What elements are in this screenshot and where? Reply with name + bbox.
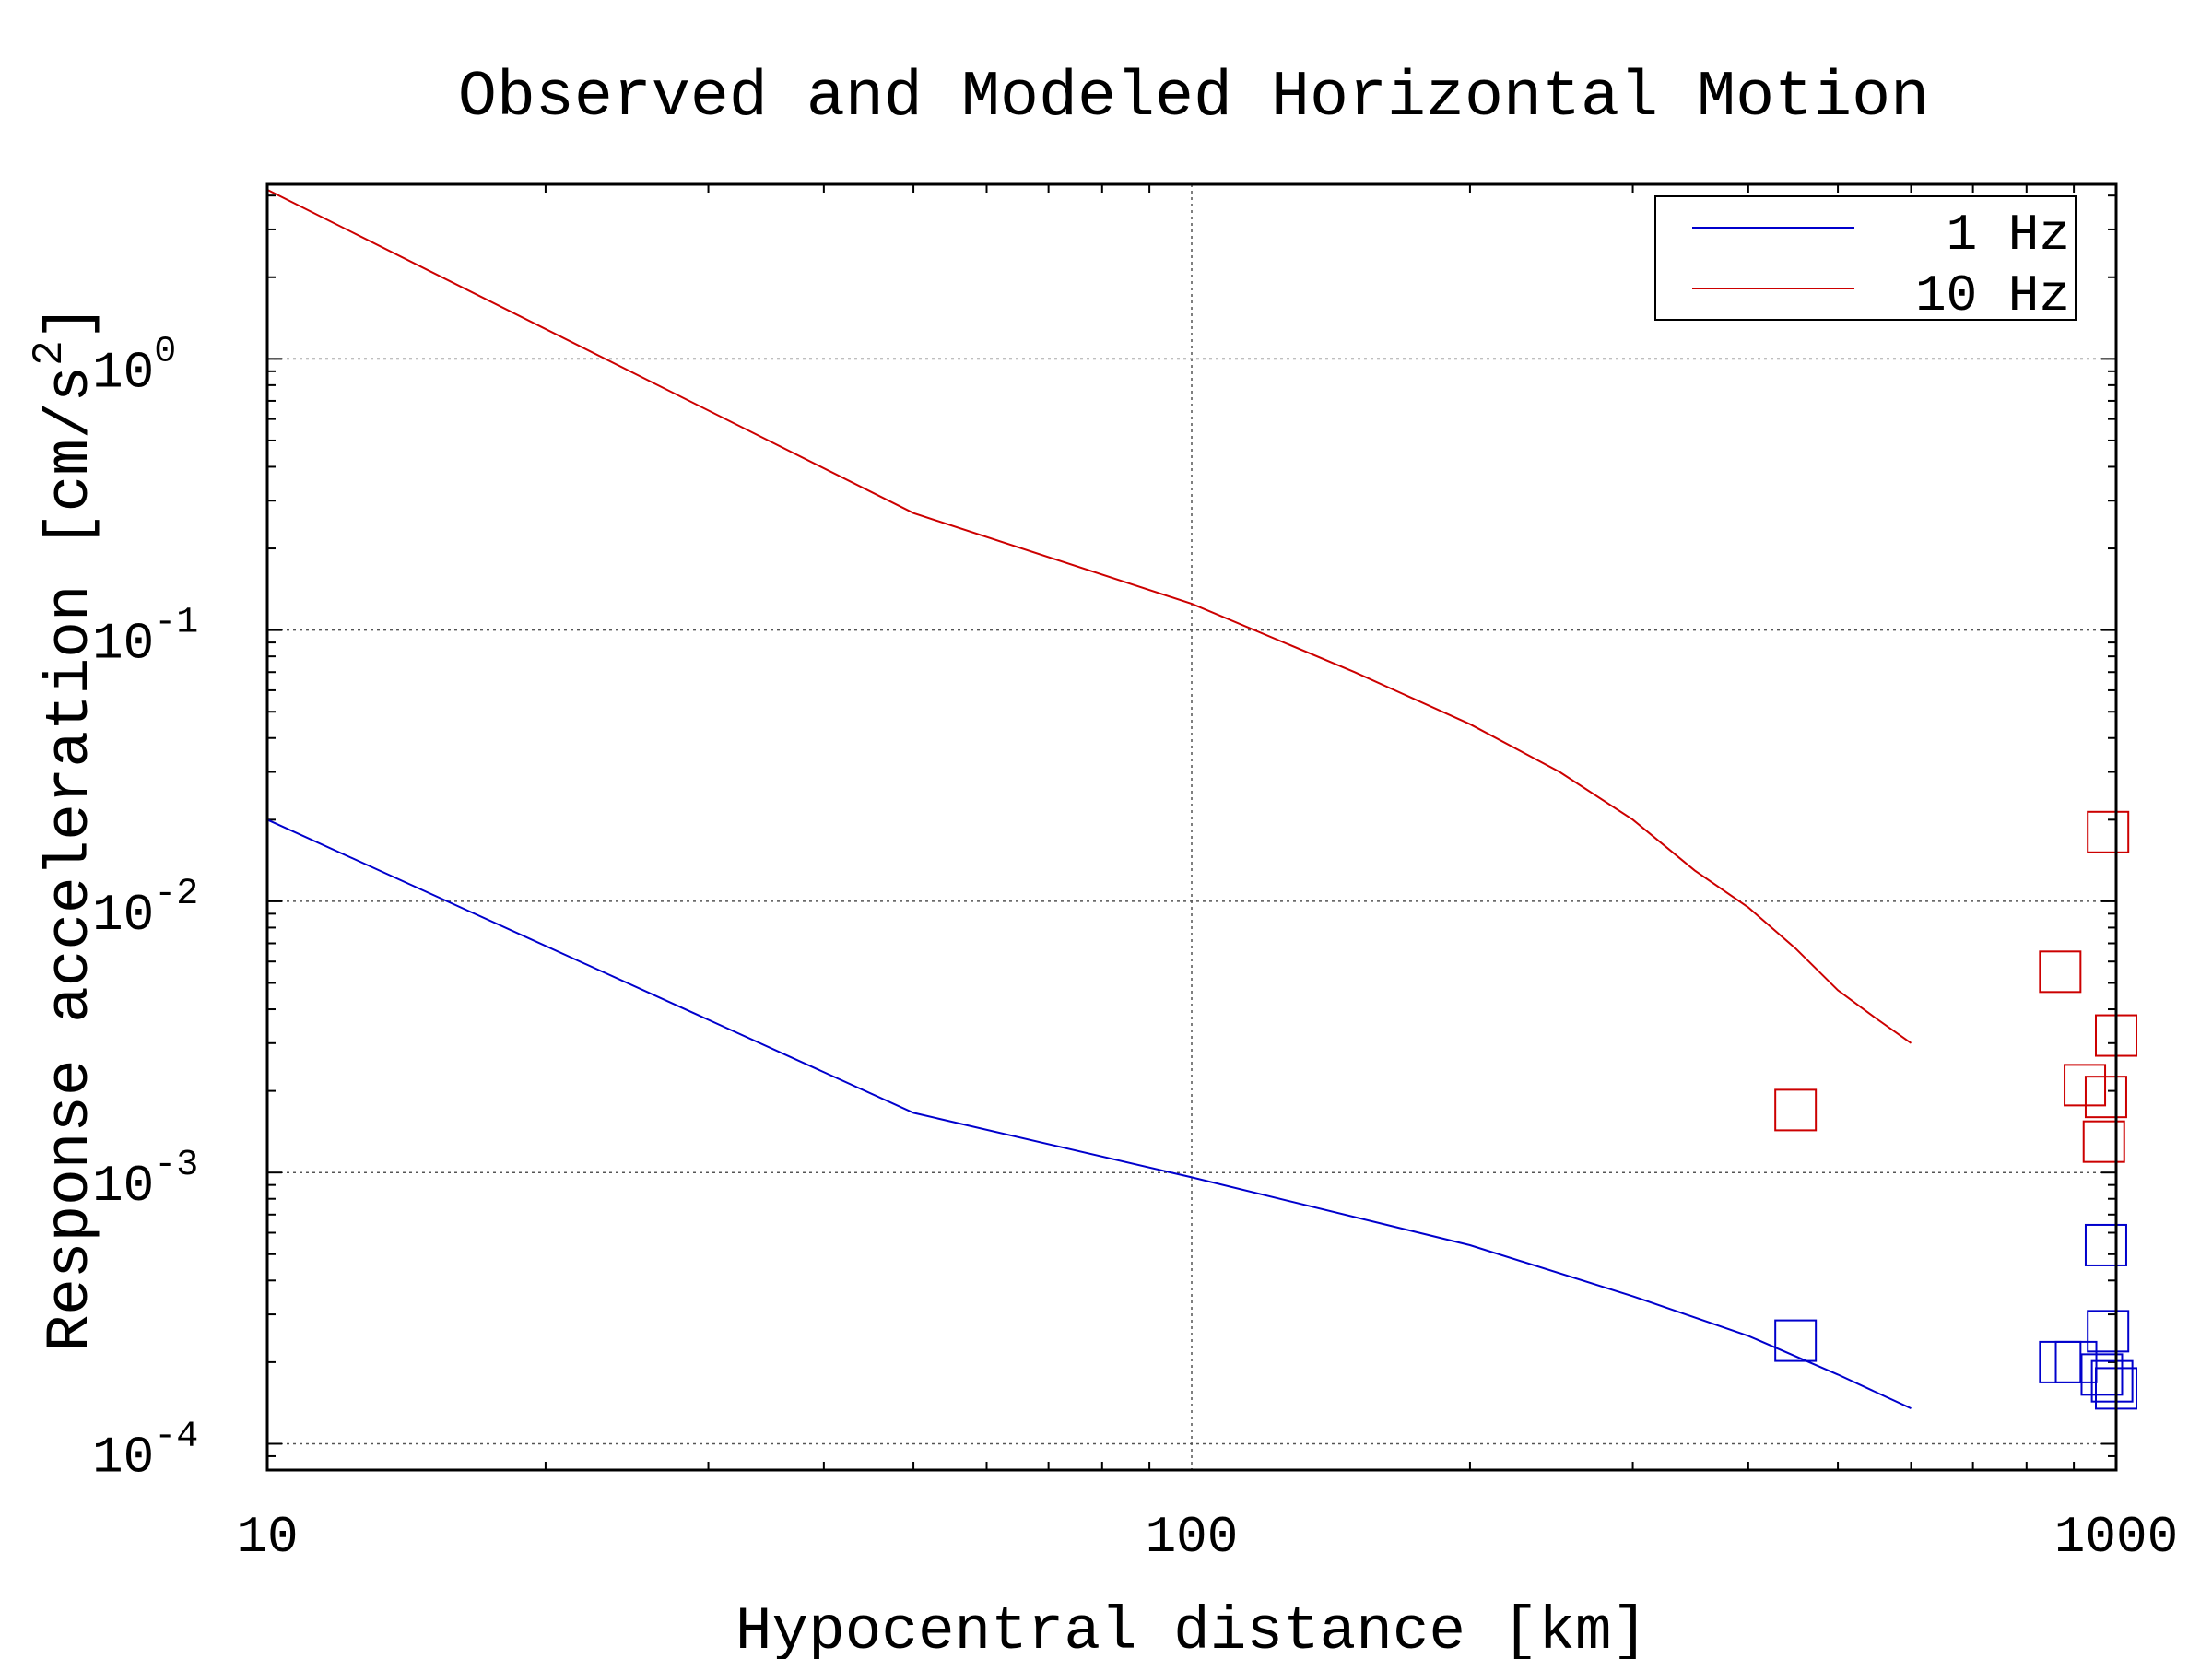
series-line-10hz bbox=[266, 189, 1912, 1044]
observed-marker bbox=[2084, 1076, 2127, 1119]
observed-marker bbox=[1774, 1088, 1818, 1132]
y-axis-label-end: ] bbox=[36, 304, 105, 341]
legend-label-1hz: 1 Hz bbox=[1947, 206, 2070, 265]
y-tick-base: 10 bbox=[92, 615, 154, 674]
x-axis-label: Hypocentral distance [km] bbox=[735, 1597, 1648, 1659]
y-tick-exponent: -4 bbox=[154, 1416, 198, 1457]
y-tick-base: 10 bbox=[92, 1428, 154, 1487]
observed-marker bbox=[2082, 1120, 2125, 1163]
x-tick-labels: 10 100 1000 bbox=[236, 1508, 2178, 1567]
series-line-1hz bbox=[266, 818, 1912, 1410]
y-tick-exponent: 0 bbox=[154, 331, 176, 372]
observed-marker bbox=[1774, 1319, 1818, 1362]
observed-marker bbox=[2090, 1359, 2134, 1403]
y-tick-base: 10 bbox=[92, 886, 154, 945]
y-axis-label-main: Response acceleration [cm/s bbox=[36, 366, 105, 1351]
y-tick-label: 10-2 bbox=[92, 874, 198, 945]
grid bbox=[267, 184, 2116, 1470]
observed-marker bbox=[2087, 810, 2130, 853]
observed-marker bbox=[2054, 1340, 2098, 1383]
y-tick-exponent: -1 bbox=[154, 603, 198, 644]
y-tick-label: 10-1 bbox=[92, 603, 198, 674]
y-axis-label-superscript: 2 bbox=[26, 340, 74, 366]
y-axis-label: Response acceleration [cm/s2] bbox=[26, 304, 105, 1352]
legend: 1 Hz 10 Hz bbox=[1654, 195, 2077, 325]
observed-marker bbox=[2080, 1353, 2124, 1396]
chart-title: Observed and Modeled Horizontal Motion bbox=[458, 62, 1929, 135]
legend-box bbox=[1654, 195, 2077, 321]
y-tick-exponent: -2 bbox=[154, 874, 198, 915]
x-tick-label: 1000 bbox=[2054, 1508, 2178, 1567]
legend-label-10hz: 10 Hz bbox=[1915, 266, 2070, 325]
x-tick-label: 10 bbox=[236, 1508, 298, 1567]
series-lines bbox=[266, 189, 1912, 1410]
plot-frame bbox=[265, 182, 2118, 1472]
observed-marker bbox=[2087, 1310, 2130, 1353]
x-tick-label: 100 bbox=[1146, 1508, 1239, 1567]
y-tick-exponent: -3 bbox=[154, 1145, 198, 1186]
y-tick-base: 10 bbox=[92, 343, 154, 402]
observed-marker bbox=[2039, 950, 2082, 994]
y-tick-label: 10-3 bbox=[92, 1145, 198, 1216]
y-tick-label: 10-4 bbox=[92, 1416, 198, 1487]
y-tick-label: 100 bbox=[92, 331, 176, 402]
y-tick-base: 10 bbox=[92, 1157, 154, 1216]
observed-marker bbox=[2084, 1223, 2127, 1266]
